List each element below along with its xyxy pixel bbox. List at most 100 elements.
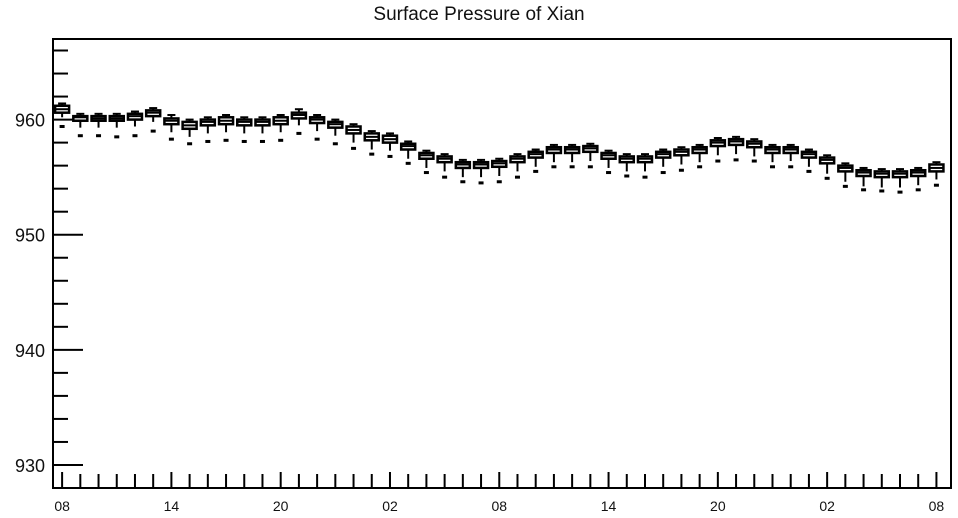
box-plot bbox=[418, 149, 435, 175]
box-plot bbox=[236, 116, 253, 143]
box-outlier bbox=[606, 171, 612, 175]
box-outlier bbox=[551, 165, 557, 169]
box-plot bbox=[491, 157, 508, 184]
box-plot bbox=[381, 132, 399, 158]
x-tick-label: 02 bbox=[819, 498, 835, 514]
box-plot bbox=[217, 113, 235, 142]
box-plot bbox=[636, 153, 654, 179]
box-plot bbox=[272, 113, 289, 142]
box-outlier bbox=[861, 188, 867, 192]
box-plot bbox=[727, 135, 745, 162]
box-outlier bbox=[59, 124, 65, 128]
box-outlier bbox=[842, 184, 848, 188]
box-plot bbox=[345, 123, 362, 150]
box-outlier bbox=[897, 190, 903, 194]
box-outlier bbox=[77, 134, 83, 138]
box-plot bbox=[691, 143, 708, 169]
box-outlier bbox=[223, 138, 229, 142]
x-tick-label: 14 bbox=[601, 498, 617, 514]
box-plot bbox=[855, 166, 872, 192]
box-plot bbox=[928, 161, 945, 187]
box-outlier bbox=[915, 188, 921, 192]
box-plot bbox=[891, 168, 909, 194]
box-outlier bbox=[788, 165, 794, 169]
box-plot bbox=[290, 108, 308, 135]
box-plot bbox=[509, 153, 526, 179]
box-outlier bbox=[168, 137, 174, 141]
box-plot bbox=[527, 148, 544, 173]
box-outlier bbox=[678, 168, 684, 172]
box-plot bbox=[654, 148, 672, 175]
box-outlier bbox=[114, 135, 120, 139]
box-outlier bbox=[423, 171, 429, 175]
box-plot bbox=[563, 143, 581, 169]
box-outlier bbox=[351, 146, 357, 150]
x-tick-label: 02 bbox=[382, 498, 398, 514]
box-plot bbox=[709, 137, 727, 163]
box-outlier bbox=[132, 134, 138, 138]
box-outlier bbox=[387, 154, 393, 158]
x-tick-label: 14 bbox=[164, 498, 180, 514]
box-plot bbox=[545, 143, 563, 169]
box-outlier bbox=[478, 181, 484, 185]
box-outlier bbox=[205, 139, 211, 143]
box-outlier bbox=[332, 142, 338, 146]
box-plot bbox=[600, 149, 617, 175]
box-outlier bbox=[697, 165, 703, 169]
box-plot bbox=[90, 112, 107, 138]
tick-labels: 930 940 950 960 08 14 20 02 08 14 20 02 08 bbox=[15, 111, 944, 514]
box-body bbox=[72, 114, 89, 122]
box-outlier bbox=[460, 180, 466, 184]
boxes bbox=[53, 102, 945, 194]
y-tick-label: 930 bbox=[15, 456, 45, 476]
box-plot bbox=[163, 113, 180, 141]
box-outlier bbox=[259, 139, 265, 143]
box-outlier bbox=[96, 134, 102, 138]
y-tick-label: 940 bbox=[15, 341, 45, 361]
box-plot bbox=[800, 148, 818, 173]
axes bbox=[52, 38, 952, 489]
box-plot bbox=[909, 166, 927, 192]
box-plot bbox=[363, 130, 381, 156]
box-plot bbox=[181, 118, 198, 146]
box-outlier bbox=[879, 189, 885, 193]
box-plot bbox=[436, 153, 453, 179]
chart-title: Surface Pressure of Xian bbox=[373, 4, 585, 25]
box-outlier bbox=[642, 175, 648, 179]
y-tick-label: 950 bbox=[15, 226, 45, 246]
box-outlier bbox=[733, 158, 739, 162]
box-plot bbox=[746, 138, 763, 163]
box-plot bbox=[764, 143, 781, 169]
box-plot bbox=[327, 118, 344, 146]
box-outlier bbox=[187, 142, 193, 146]
box-outlier bbox=[824, 176, 830, 180]
box-outlier bbox=[514, 175, 520, 179]
box-outlier bbox=[405, 161, 411, 165]
box-outlier bbox=[587, 165, 593, 169]
box-outlier bbox=[624, 174, 630, 178]
box-plot bbox=[454, 158, 472, 184]
box-outlier bbox=[715, 159, 721, 163]
box-plot bbox=[108, 112, 126, 139]
box-plot bbox=[782, 143, 799, 169]
box-plot bbox=[873, 168, 891, 193]
box-plot bbox=[144, 107, 162, 133]
x-tick-label: 08 bbox=[929, 498, 945, 514]
box-outlier bbox=[369, 152, 375, 156]
box-outlier bbox=[569, 165, 575, 169]
box-plot bbox=[582, 142, 599, 169]
box-plot bbox=[673, 146, 690, 172]
box-outlier bbox=[933, 183, 939, 187]
box-outlier bbox=[660, 171, 666, 175]
box-plot bbox=[399, 140, 417, 165]
box-plot bbox=[837, 162, 854, 188]
box-outlier bbox=[751, 159, 757, 163]
box-plot bbox=[254, 116, 271, 143]
box-outlier bbox=[278, 138, 284, 142]
box-plot bbox=[199, 116, 217, 143]
box-outlier bbox=[241, 139, 247, 143]
box-plot bbox=[618, 153, 636, 178]
box-outlier bbox=[806, 169, 812, 173]
box-outlier bbox=[769, 165, 775, 169]
